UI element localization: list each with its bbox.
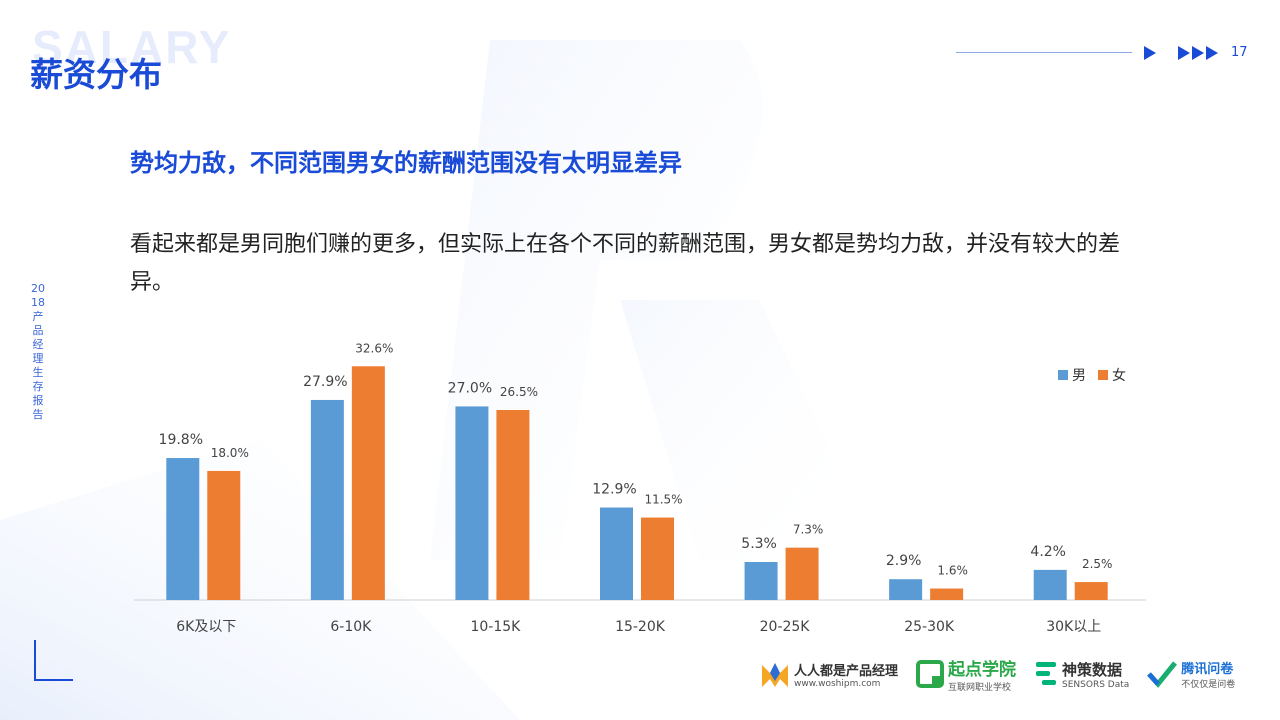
logo-name: 人人都是产品经理 bbox=[794, 663, 899, 679]
tencent-wj-logo-icon bbox=[1147, 661, 1178, 688]
bar-female-4 bbox=[785, 547, 819, 600]
page-number: 17 bbox=[1231, 45, 1248, 60]
logo-name: 神策数据 bbox=[1062, 660, 1123, 679]
bar-female-6 bbox=[1074, 582, 1108, 600]
data-label-male-4: 5.3% bbox=[741, 536, 777, 552]
logo-name: 起点学院 bbox=[948, 660, 1017, 680]
logo-tencent-wj: 腾讯问卷 不仅仅是问卷 bbox=[1147, 658, 1235, 690]
data-label-male-2: 27.0% bbox=[448, 380, 492, 396]
logo-sub: 不仅仅是问卷 bbox=[1181, 680, 1236, 690]
logo-name: 腾讯问卷 bbox=[1181, 662, 1234, 677]
data-label-female-6: 2.5% bbox=[1082, 557, 1113, 571]
data-label-female-2: 26.5% bbox=[500, 385, 538, 399]
section-description: 看起来都是男同胞们赚的更多，但实际上在各个不同的薪酬范围，男女都是势均力敌，并没… bbox=[130, 232, 1121, 295]
arrows-icon bbox=[1144, 46, 1218, 60]
data-label-male-6: 4.2% bbox=[1030, 544, 1066, 560]
logo-sub: www.woshipm.com bbox=[794, 678, 881, 689]
data-label-female-0: 18.0% bbox=[211, 446, 249, 460]
bar-male-4 bbox=[744, 561, 778, 600]
logo-sensors: 神策数据 SENSORS Data bbox=[1034, 659, 1129, 690]
bar-female-3 bbox=[641, 517, 674, 600]
logo-woshipm: 人人都是产品经理 www.woshipm.com bbox=[760, 659, 898, 689]
legend-swatch-0 bbox=[1058, 370, 1068, 380]
logo-sub: 互联网职业学校 bbox=[948, 683, 1012, 693]
header-divider bbox=[956, 52, 1132, 53]
sensors-logo-icon bbox=[1036, 662, 1057, 685]
data-label-male-5: 2.9% bbox=[886, 553, 922, 569]
x-tick-label: 30K以上 bbox=[1046, 619, 1101, 635]
woshipm-logo-icon bbox=[762, 663, 788, 687]
x-tick-label: 6-10K bbox=[330, 619, 372, 635]
bar-female-1 bbox=[351, 366, 385, 600]
partner-logos: 人人都是产品经理 www.woshipm.com 起点学院 互联网职业学校 神策… bbox=[760, 655, 1253, 693]
legend-label-0: 男 bbox=[1072, 368, 1086, 384]
x-tick-label: 15-20K bbox=[615, 619, 666, 635]
data-label-female-3: 11.5% bbox=[644, 493, 682, 507]
section-subtitle: 势均力敌，不同范围男女的薪酬范围没有太明显差异 bbox=[130, 149, 682, 177]
data-label-male-3: 12.9% bbox=[592, 482, 636, 498]
corner-bracket-icon bbox=[34, 640, 73, 681]
bar-female-2 bbox=[496, 409, 530, 600]
data-label-male-1: 27.9% bbox=[303, 374, 347, 390]
logo-qidian: 起点学院 互联网职业学校 bbox=[916, 655, 1016, 693]
data-label-female-5: 1.6% bbox=[937, 564, 968, 578]
bar-female-5 bbox=[930, 588, 964, 600]
x-tick-label: 6K及以下 bbox=[176, 619, 236, 635]
x-tick-label: 10-15K bbox=[470, 619, 521, 635]
x-tick-label: 20-25K bbox=[760, 619, 811, 635]
watermark-text: SALARY bbox=[32, 21, 232, 73]
bar-male-6 bbox=[1033, 569, 1067, 600]
bar-male-3 bbox=[600, 507, 633, 600]
legend-swatch-1 bbox=[1098, 370, 1108, 380]
bar-male-1 bbox=[310, 399, 344, 600]
data-label-female-4: 7.3% bbox=[793, 523, 824, 537]
bar-male-5 bbox=[889, 579, 923, 600]
bar-female-0 bbox=[207, 470, 241, 600]
legend-label-1: 女 bbox=[1112, 367, 1126, 384]
page-title: 薪资分布 bbox=[30, 55, 162, 94]
report-vertical-title: 2018产品经理生存报告 bbox=[31, 282, 45, 421]
qidian-logo-icon bbox=[916, 660, 945, 688]
x-tick-label: 25-30K bbox=[904, 619, 955, 635]
bar-male-2 bbox=[455, 406, 489, 600]
data-label-female-1: 32.6% bbox=[355, 341, 393, 355]
bar-male-0 bbox=[166, 458, 200, 600]
data-label-male-0: 19.8% bbox=[159, 432, 203, 448]
logo-sub: SENSORS Data bbox=[1062, 679, 1130, 690]
